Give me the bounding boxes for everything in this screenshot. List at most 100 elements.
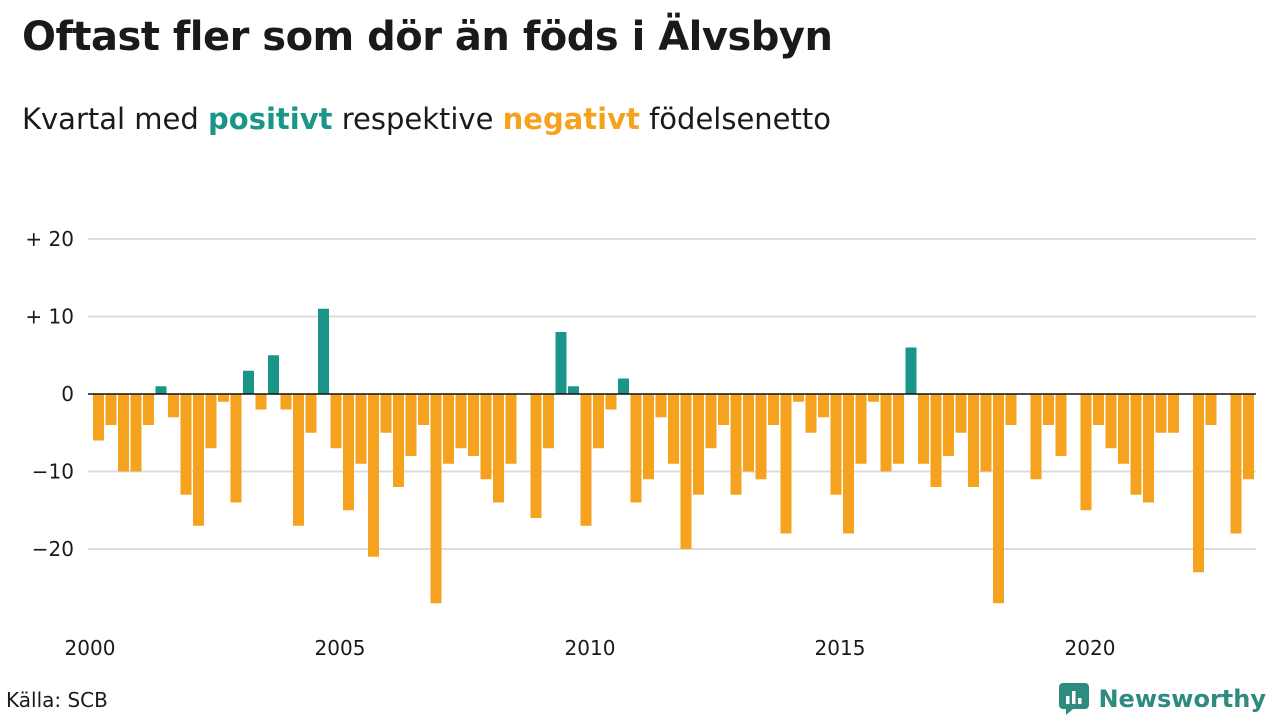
bar [855,394,867,464]
bar [1105,394,1117,449]
bar [618,378,629,394]
bar [918,394,929,464]
bar [193,394,204,526]
bar [1080,394,1092,511]
chart-subtitle: Kvartal med positivt respektive negativt… [22,102,831,136]
bar [168,394,179,418]
y-tick-label: 0 [61,382,74,406]
newsworthy-logo-icon [1059,683,1090,715]
bar [555,332,567,394]
bar [280,394,292,410]
bar [1205,394,1217,425]
grid-lines [88,238,1256,550]
bar [693,394,704,495]
bar [418,394,429,425]
bar [830,394,842,495]
x-tick-label: 2020 [1065,636,1116,660]
bar [1030,394,1042,480]
bar [880,394,892,472]
bar [743,394,754,472]
x-tick-label: 2010 [565,636,616,660]
bar [893,394,904,464]
bar [780,394,792,534]
bar [1093,394,1104,425]
bar [980,394,992,472]
bar [1130,394,1142,495]
bar [155,386,167,394]
bar [818,394,829,418]
bar [630,394,642,503]
bar [230,394,242,503]
bar [218,394,229,402]
bar [93,394,104,441]
bar [1143,394,1154,503]
bar [105,394,117,425]
bars [93,308,1254,604]
bar [568,386,579,394]
bar [480,394,492,480]
bar [605,394,617,410]
bar [493,394,504,503]
bar [643,394,654,480]
bar [705,394,717,449]
bar [1193,394,1204,573]
brand-logo: Newsworthy [1058,682,1266,716]
bar [430,394,442,604]
bar [455,394,467,449]
bar [143,394,154,425]
bar [318,308,329,394]
subtitle-negative: negativt [502,102,640,136]
bar [530,394,542,518]
bar [680,394,692,549]
bar [505,394,517,464]
bar [805,394,817,433]
bar [130,394,142,472]
bar [1118,394,1129,464]
bar [268,355,279,394]
y-tick-label: −10 [32,460,74,484]
x-tick-label: 2015 [815,636,866,660]
y-tick-label: + 20 [25,227,74,251]
bar [368,394,379,557]
bar [955,394,967,433]
subtitle-text-3: födelsenetto [649,102,831,136]
bar [1243,394,1254,480]
bar [405,394,417,456]
source-credit: Källa: SCB [6,688,108,712]
bar [355,394,367,464]
bar [380,394,392,433]
subtitle-text-2: respektive [341,102,494,136]
bar [1168,394,1179,433]
bar [793,394,804,402]
bar [255,394,267,410]
y-tick-label: + 10 [25,305,74,329]
bar [343,394,354,511]
axes: + 20 + 10 0 −10 −20 2000 2005 2010 2015 2020 [25,227,1256,660]
bar [655,394,667,418]
brand-name: Newsworthy [1098,685,1266,713]
bar [730,394,742,495]
bar [543,394,554,449]
bar [755,394,767,480]
subtitle-text-1: Kvartal med [22,102,199,136]
chart-title: Oftast fler som dör än föds i Älvsbyn [22,14,833,60]
bar [293,394,304,526]
bar [393,394,404,487]
bar [843,394,854,534]
bar [118,394,129,472]
bar [330,394,342,449]
y-tick-label: −20 [32,537,74,561]
bar [968,394,979,487]
x-tick-label: 2000 [65,636,116,660]
bar [593,394,604,449]
bar [943,394,954,456]
bar [668,394,679,464]
bar [580,394,592,526]
bar [1005,394,1017,425]
bar [205,394,217,449]
bar [443,394,454,464]
bar [243,370,254,394]
bar [1155,394,1167,433]
bar [905,347,917,394]
